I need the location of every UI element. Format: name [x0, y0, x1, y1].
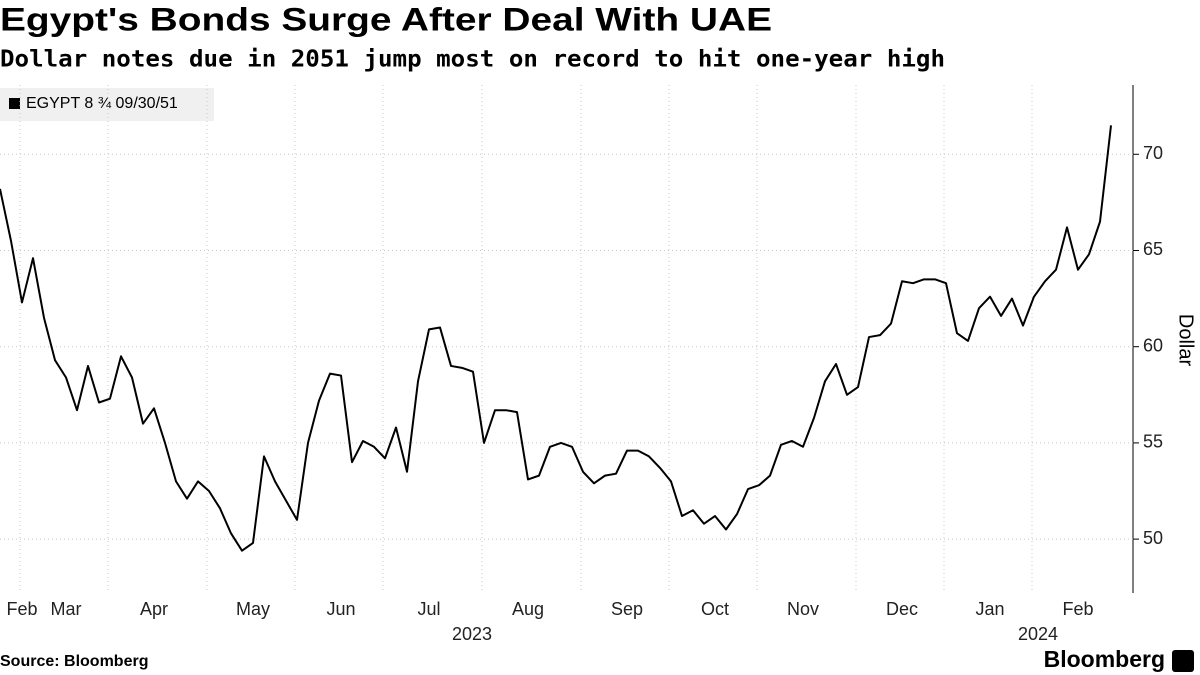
- year-label: 2023: [452, 624, 492, 644]
- legend-box: [0, 88, 214, 121]
- y-tick-label: 55: [1143, 432, 1163, 452]
- brand-icon: [1172, 650, 1194, 672]
- x-tick-label: Feb: [1062, 599, 1093, 619]
- x-tick-label: Sep: [611, 599, 643, 619]
- x-tick-label: Jun: [326, 599, 355, 619]
- x-tick-label: Feb: [6, 599, 37, 619]
- chart-title: Egypt's Bonds Surge After Deal With UAE: [0, 1, 772, 37]
- y-tick-label: 70: [1143, 143, 1163, 163]
- series-line: [0, 125, 1112, 552]
- x-tick-label: Jul: [417, 599, 440, 619]
- source: Source: Bloomberg: [0, 653, 148, 670]
- x-tick-label: Aug: [512, 599, 544, 619]
- y-tick-label: 60: [1143, 335, 1163, 355]
- legend-swatch: [9, 98, 20, 109]
- legend-label: EGYPT 8 ¾ 09/30/51: [26, 95, 178, 112]
- x-tick-label: May: [236, 599, 270, 619]
- y-axis-label: Dollar: [1175, 314, 1197, 367]
- x-tick-label: Apr: [140, 599, 168, 619]
- y-tick-label: 65: [1143, 239, 1163, 259]
- brand: Bloomberg: [1044, 646, 1165, 672]
- year-label: 2024: [1018, 624, 1058, 644]
- y-tick-label: 50: [1143, 528, 1163, 548]
- chart-subtitle: Dollar notes due in 2051 jump most on re…: [0, 47, 945, 73]
- x-tick-label: Mar: [51, 599, 82, 619]
- x-tick-label: Oct: [701, 599, 729, 619]
- x-tick-label: Dec: [886, 599, 918, 619]
- x-tick-label: Jan: [975, 599, 1004, 619]
- x-tick-label: Nov: [787, 599, 819, 619]
